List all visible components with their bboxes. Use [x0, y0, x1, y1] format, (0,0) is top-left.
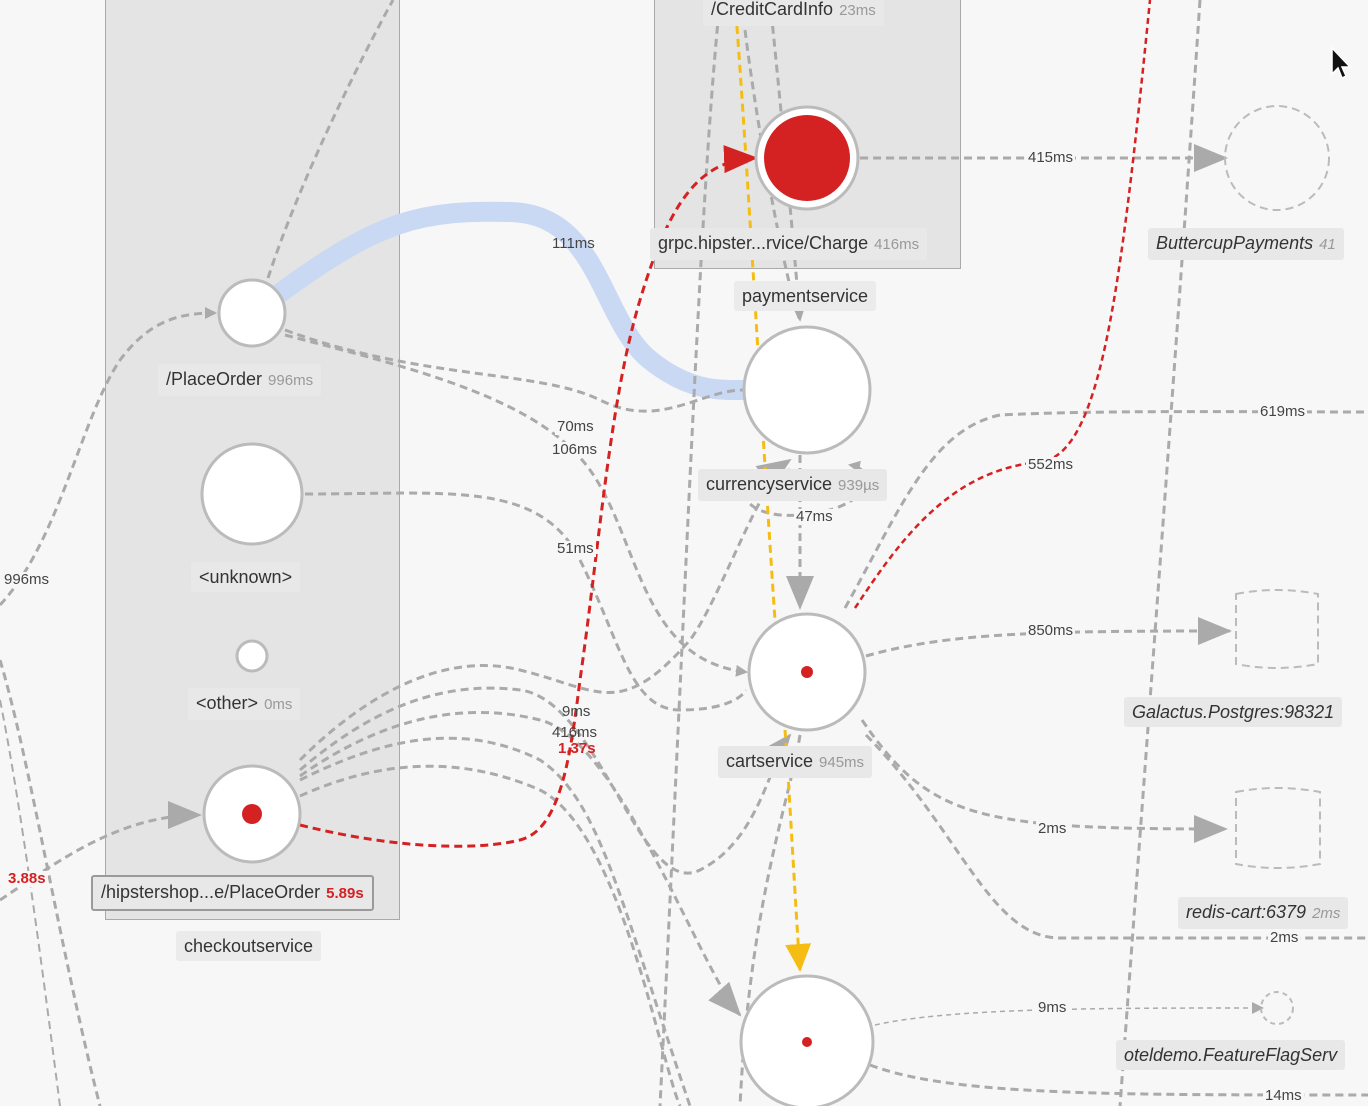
- node-label-hipster-placeorder[interactable]: /hipstershop...e/PlaceOrder 5.89s: [91, 875, 374, 911]
- label-text: ButtercupPayments: [1156, 233, 1314, 253]
- edge-label-9b: 9ms: [1036, 999, 1069, 1016]
- edge-label-9: 9ms: [562, 703, 591, 720]
- edge-cci-2: [768, 0, 812, 322]
- label-time: 5.89s: [326, 885, 364, 902]
- group-label-checkoutservice[interactable]: checkoutservice: [176, 931, 322, 961]
- node-label-cartservice[interactable]: cartservice 945ms: [718, 746, 873, 778]
- group-label-paymentservice[interactable]: paymentservice: [734, 281, 877, 311]
- label-text: Galactus.Postgres:98321: [1132, 702, 1335, 722]
- group-name: paymentservice: [742, 286, 869, 306]
- edge-label-619: 619ms: [1258, 403, 1308, 420]
- label-time: 0ms: [264, 696, 293, 713]
- node-charge-error: [764, 115, 850, 201]
- edge-label-996: 996ms: [2, 571, 52, 588]
- edge-label-850: 850ms: [1026, 622, 1076, 639]
- label-time: 416ms: [874, 236, 920, 253]
- edge-red-hipster-charge: [299, 145, 758, 848]
- node-label-charge[interactable]: grpc.hipster...rvice/Charge 416ms: [650, 228, 928, 260]
- label-text: <other>: [196, 693, 259, 713]
- node-label-other[interactable]: <other> 0ms: [188, 688, 301, 720]
- edge-label-111: 111ms: [552, 235, 595, 252]
- edge-placeorder-cart: [284, 333, 748, 677]
- edge-ext-placeorder: [0, 307, 217, 607]
- node-buttercup: [1224, 105, 1330, 211]
- edge-label-14: 14ms: [1263, 1087, 1304, 1104]
- edge-bottom-featureflag: [874, 1002, 1264, 1026]
- node-label-redis[interactable]: redis-cart:6379 2ms: [1178, 897, 1349, 929]
- node-hipster-error-dot: [242, 804, 262, 824]
- node-cart-error-dot: [801, 666, 813, 678]
- group-name: checkoutservice: [184, 936, 314, 956]
- edge-hipster-2: [299, 686, 792, 875]
- label-time: 23ms: [839, 2, 876, 19]
- label-text: oteldemo.FeatureFlagServ: [1124, 1045, 1338, 1065]
- edge-label-47: 47ms: [794, 508, 835, 525]
- edge-red-cart-552: [853, 0, 1152, 609]
- node-label-creditcardinfo[interactable]: /CreditCardInfo 23ms: [703, 0, 884, 26]
- edge-label-415: 415ms: [1026, 149, 1076, 166]
- node-label-featureflag[interactable]: oteldemo.FeatureFlagServ: [1116, 1040, 1346, 1070]
- label-time: 996ms: [268, 372, 314, 389]
- label-time: 939µs: [838, 477, 880, 494]
- label-text: grpc.hipster...rvice/Charge: [658, 233, 869, 253]
- node-redis-db: [1235, 787, 1321, 869]
- label-text: currencyservice: [706, 474, 833, 494]
- node-label-placeorder[interactable]: /PlaceOrder 996ms: [158, 364, 322, 396]
- node-label-galactus[interactable]: Galactus.Postgres:98321: [1124, 697, 1343, 727]
- node-galactus-db: [1235, 589, 1319, 669]
- edge-cci-1: [658, 0, 722, 1106]
- edge-cart-galactus: [865, 617, 1232, 658]
- edge-hipster-5: [299, 736, 692, 1106]
- edge-label-2b: 2ms: [1268, 929, 1301, 946]
- edge-hipster-4: [299, 764, 682, 1106]
- node-featureflag: [1260, 991, 1294, 1025]
- edge-label-137: 1.37s: [558, 740, 596, 757]
- node-unknown: [200, 442, 304, 546]
- edge-cart-619: [843, 410, 1368, 609]
- edge-hipster-3: [299, 710, 742, 1017]
- edge-label-70: 70ms: [555, 418, 596, 435]
- label-text: /PlaceOrder: [166, 369, 263, 389]
- mouse-cursor-icon: [1331, 46, 1352, 80]
- highlight-path-placeorder-currency: [270, 201, 754, 401]
- edge-hipster-1: [298, 458, 792, 762]
- label-text: /hipstershop...e/PlaceOrder: [101, 882, 321, 902]
- node-bottom-error-dot: [802, 1037, 812, 1047]
- label-time: 2ms: [1312, 905, 1341, 922]
- edge-label-51: 51ms: [555, 540, 596, 557]
- label-text: redis-cart:6379: [1186, 902, 1307, 922]
- node-label-unknown[interactable]: <unknown>: [191, 562, 301, 592]
- node-placeorder: [217, 278, 287, 348]
- label-text: /CreditCardInfo: [711, 0, 834, 19]
- edge-cart-redis: [860, 719, 1228, 843]
- node-currencyservice: [742, 325, 872, 455]
- node-other: [235, 639, 269, 673]
- edge-label-552: 552ms: [1026, 456, 1076, 473]
- node-label-currencyservice[interactable]: currencyservice 939µs: [698, 469, 888, 501]
- edge-placeorder-currency-a: [284, 328, 745, 413]
- edge-vertical-right: [1118, 0, 1202, 1106]
- edge-left-down-2: [0, 699, 61, 1106]
- label-time: 41: [1319, 236, 1336, 253]
- edge-unknown-cart: [304, 491, 748, 712]
- edge-label-106: 106ms: [550, 441, 600, 458]
- edge-top-placeorder: [266, 0, 395, 279]
- node-label-buttercup[interactable]: ButtercupPayments 41: [1148, 228, 1344, 260]
- edge-label-388: 3.88s: [6, 870, 48, 887]
- label-text: <unknown>: [199, 567, 293, 587]
- edge-label-416: 416ms: [552, 724, 598, 741]
- label-text: cartservice: [726, 751, 814, 771]
- edge-label-2a: 2ms: [1036, 820, 1069, 837]
- label-time: 945ms: [819, 754, 865, 771]
